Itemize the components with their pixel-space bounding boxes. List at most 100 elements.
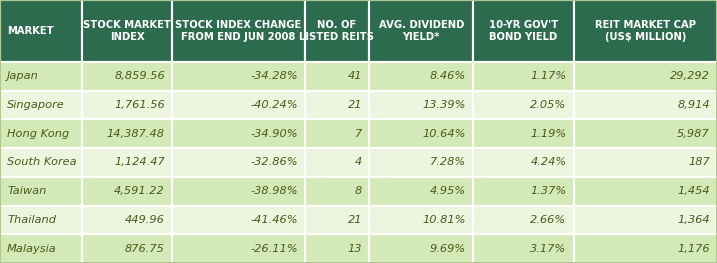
Text: 187: 187: [688, 157, 710, 168]
Text: 7.28%: 7.28%: [430, 157, 466, 168]
Text: -38.98%: -38.98%: [250, 186, 298, 196]
Bar: [82, 205, 172, 234]
Bar: [574, 205, 717, 234]
Text: AVG. DIVIDEND
YIELD*: AVG. DIVIDEND YIELD*: [379, 20, 464, 42]
Bar: [0, 90, 82, 119]
Text: 1.19%: 1.19%: [531, 129, 566, 139]
Bar: [369, 0, 473, 62]
Bar: [574, 177, 717, 205]
Bar: [473, 62, 574, 90]
Text: 4.24%: 4.24%: [531, 157, 566, 168]
Text: STOCK MARKET
INDEX: STOCK MARKET INDEX: [83, 20, 171, 42]
Text: 9.69%: 9.69%: [430, 244, 466, 254]
Text: 1,176: 1,176: [677, 244, 710, 254]
Text: 13.39%: 13.39%: [423, 100, 466, 110]
Bar: [305, 62, 369, 90]
Bar: [305, 0, 369, 62]
Bar: [0, 234, 82, 263]
Text: 10.81%: 10.81%: [423, 215, 466, 225]
Text: 8,914: 8,914: [677, 100, 710, 110]
Bar: [369, 148, 473, 177]
Bar: [369, 119, 473, 148]
Text: -34.90%: -34.90%: [250, 129, 298, 139]
Bar: [473, 205, 574, 234]
Bar: [305, 205, 369, 234]
Bar: [82, 177, 172, 205]
Text: MARKET: MARKET: [7, 26, 54, 36]
Text: 1,454: 1,454: [677, 186, 710, 196]
Text: 29,292: 29,292: [670, 71, 710, 81]
Bar: [574, 148, 717, 177]
Bar: [473, 119, 574, 148]
Text: 2.66%: 2.66%: [531, 215, 566, 225]
Bar: [82, 148, 172, 177]
Text: 2.05%: 2.05%: [531, 100, 566, 110]
Bar: [172, 119, 305, 148]
Text: 1,364: 1,364: [677, 215, 710, 225]
Bar: [172, 62, 305, 90]
Text: -40.24%: -40.24%: [250, 100, 298, 110]
Bar: [82, 234, 172, 263]
Text: 8: 8: [355, 186, 362, 196]
Text: 1.37%: 1.37%: [531, 186, 566, 196]
Bar: [172, 148, 305, 177]
Bar: [0, 177, 82, 205]
Text: 13: 13: [348, 244, 362, 254]
Text: 10.64%: 10.64%: [423, 129, 466, 139]
Text: 1.17%: 1.17%: [531, 71, 566, 81]
Text: 1,124.47: 1,124.47: [114, 157, 165, 168]
Bar: [82, 90, 172, 119]
Text: Taiwan: Taiwan: [7, 186, 47, 196]
Text: 14,387.48: 14,387.48: [107, 129, 165, 139]
Text: Malaysia: Malaysia: [7, 244, 57, 254]
Text: REIT MARKET CAP
(US$ MILLION): REIT MARKET CAP (US$ MILLION): [595, 20, 695, 42]
Bar: [82, 62, 172, 90]
Text: 449.96: 449.96: [125, 215, 165, 225]
Text: 10-YR GOV'T
BOND YIELD: 10-YR GOV'T BOND YIELD: [489, 20, 558, 42]
Text: 21: 21: [348, 100, 362, 110]
Bar: [473, 234, 574, 263]
Bar: [473, 0, 574, 62]
Bar: [369, 90, 473, 119]
Bar: [305, 90, 369, 119]
Text: STOCK INDEX CHANGE
FROM END JUN 2008: STOCK INDEX CHANGE FROM END JUN 2008: [175, 20, 302, 42]
Bar: [172, 177, 305, 205]
Bar: [172, 234, 305, 263]
Bar: [574, 90, 717, 119]
Bar: [172, 0, 305, 62]
Bar: [0, 148, 82, 177]
Text: Japan: Japan: [7, 71, 39, 81]
Text: NO. OF
LISTED REITS: NO. OF LISTED REITS: [300, 20, 374, 42]
Text: Hong Kong: Hong Kong: [7, 129, 70, 139]
Bar: [305, 119, 369, 148]
Bar: [172, 205, 305, 234]
Text: -34.28%: -34.28%: [250, 71, 298, 81]
Bar: [574, 234, 717, 263]
Text: 4,591.22: 4,591.22: [114, 186, 165, 196]
Bar: [82, 0, 172, 62]
Text: 3.17%: 3.17%: [531, 244, 566, 254]
Text: 41: 41: [348, 71, 362, 81]
Bar: [82, 119, 172, 148]
Bar: [473, 148, 574, 177]
Bar: [574, 119, 717, 148]
Bar: [0, 0, 82, 62]
Text: Thailand: Thailand: [7, 215, 56, 225]
Text: 4.95%: 4.95%: [430, 186, 466, 196]
Text: 876.75: 876.75: [125, 244, 165, 254]
Text: 7: 7: [355, 129, 362, 139]
Bar: [305, 177, 369, 205]
Text: -41.46%: -41.46%: [250, 215, 298, 225]
Bar: [473, 177, 574, 205]
Bar: [473, 90, 574, 119]
Text: 8.46%: 8.46%: [430, 71, 466, 81]
Text: -32.86%: -32.86%: [250, 157, 298, 168]
Bar: [369, 62, 473, 90]
Bar: [369, 234, 473, 263]
Bar: [574, 0, 717, 62]
Bar: [0, 62, 82, 90]
Bar: [305, 234, 369, 263]
Bar: [574, 62, 717, 90]
Text: 21: 21: [348, 215, 362, 225]
Bar: [369, 177, 473, 205]
